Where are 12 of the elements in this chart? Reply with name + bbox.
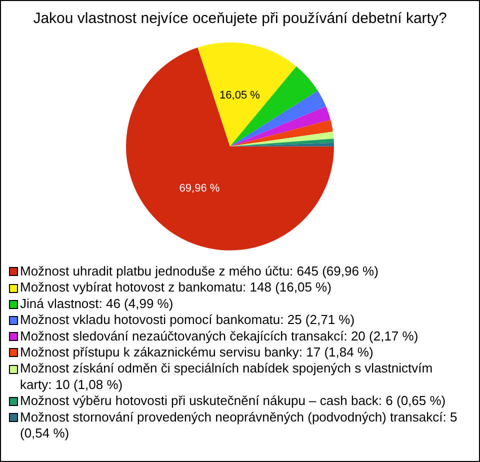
legend-label: Možnost sledování nezaúčtovaných čekajících transakcí: 20 (2,17 %)	[20, 328, 418, 344]
data-label: 16,05 %	[220, 89, 260, 102]
legend-label: Možnost stornování provedených neoprávněných (podvodných) transakcí: 5 (0,54 %)	[20, 409, 458, 440]
data-label: 69,96 %	[179, 182, 220, 195]
legend-label: Možnost vkladu hotovosti pomocí bankomatu: 25 (2,71 %)	[20, 312, 355, 328]
legend-label: Možnost přístupu k zákaznickému servisu banky: 17 (1,84 %)	[20, 344, 374, 360]
legend-label: Možnost získání odměn či speciálních nabídek spojených s vlastnictvím karty: 10 (1,08 %)	[20, 360, 433, 392]
legend-label: Možnost uhradit platbu jednoduše z mého účtu: 645 (69,96 %)	[20, 263, 378, 278]
legend-label: Jiná vlastnost: 46 (4,99 %)	[20, 296, 174, 311]
legend-label: Možnost výběru hotovosti při uskutečnění nákupu – cash back: 6 (0,65 %)	[20, 393, 446, 408]
chart-title: Jakou vlastnost nejvíce oceňujete při používání debetní karty?	[33, 10, 447, 28]
legend-label: Možnost vybírat hotovost z bankomatu: 148 (16,05 %)	[20, 280, 332, 295]
